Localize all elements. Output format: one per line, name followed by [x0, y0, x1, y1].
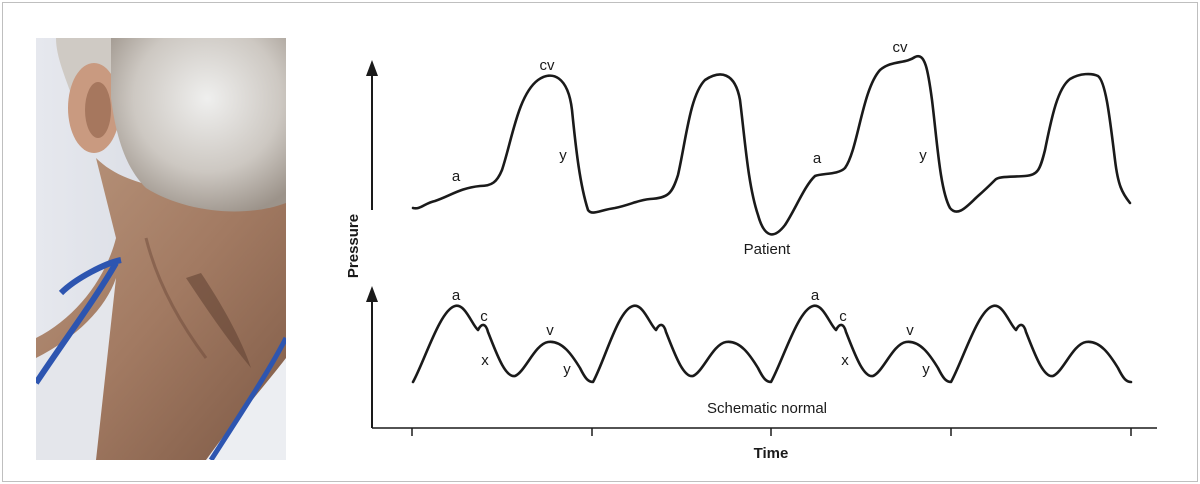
- pressure-axis-upper-arrowhead: [366, 60, 378, 76]
- normal-wave-label-a: a: [811, 287, 820, 304]
- normal-wave-label-a: a: [452, 287, 461, 304]
- patient-neck-illustration: [36, 38, 286, 460]
- gown-tie: [36, 261, 119, 385]
- patient-wave-label-y: y: [919, 147, 927, 164]
- hospital-gown: [36, 278, 116, 460]
- normal-wave-label-y: y: [922, 361, 930, 378]
- normal-wave-label-c: c: [480, 308, 488, 325]
- patient-neck-photo: [36, 38, 286, 460]
- patient-wave-label-y: y: [559, 147, 567, 164]
- patient-wave-label-cv: cv: [540, 57, 556, 74]
- normal-wave-label-y: y: [563, 361, 571, 378]
- pressure-axis-lower-arrowhead: [366, 286, 378, 302]
- patient-trace-label: Patient: [744, 241, 792, 258]
- normal-wave-label-c: c: [839, 308, 847, 325]
- normal-wave-label-v: v: [906, 322, 914, 339]
- time-axis-ticks: [411, 428, 1132, 436]
- patient-trace: [411, 54, 1132, 236]
- normal-wave-label-x: x: [841, 352, 849, 369]
- normal-wave-label-x: x: [481, 352, 489, 369]
- normal-trace-label: Schematic normal: [707, 400, 827, 417]
- beard: [111, 38, 286, 212]
- patient-wave-label-a: a: [813, 150, 822, 167]
- y-axis-title: Pressure: [345, 214, 362, 278]
- normal-wave-label-v: v: [546, 322, 554, 339]
- jugular-vein-shadow: [186, 273, 251, 368]
- patient-wave-label-a: a: [452, 168, 461, 185]
- patient-wave-label-cv: cv: [893, 39, 909, 56]
- schematic-normal-trace: [411, 304, 1133, 384]
- x-axis-title: Time: [754, 445, 789, 462]
